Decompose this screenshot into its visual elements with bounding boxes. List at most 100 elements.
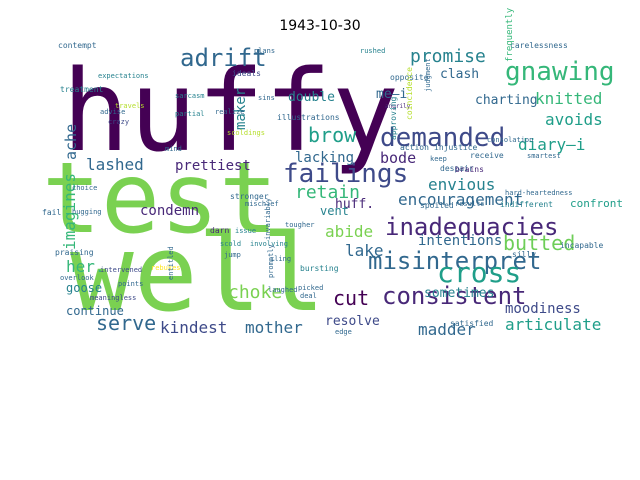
word-test: test xyxy=(42,142,278,256)
word-promptly: promptly xyxy=(267,244,275,278)
word-advise: advise xyxy=(100,108,125,116)
word-carelessness: carelessness xyxy=(510,41,568,50)
word-receive: receive xyxy=(470,151,504,160)
word-brow: brow xyxy=(308,123,357,147)
word-treatment: treatment xyxy=(60,85,104,94)
word-lacking: lacking xyxy=(295,150,354,166)
word-consolation: consolation xyxy=(487,136,533,144)
word-jump: jump xyxy=(224,251,241,259)
word-meaningless: meaningless xyxy=(90,294,136,302)
word-despair: despair xyxy=(440,164,474,173)
word-spoiled: spoiled xyxy=(420,201,454,210)
word-moodiness: moodiness xyxy=(505,301,581,317)
word-results: results xyxy=(455,200,485,208)
word-mischief: mischief xyxy=(245,200,279,208)
word-rushed: rushed xyxy=(360,47,385,55)
word-maker: maker xyxy=(233,88,249,130)
word-partial: partial xyxy=(175,110,205,118)
word-encouragement: encouragement xyxy=(398,190,523,209)
word-sometimes: sometimes xyxy=(424,286,494,301)
word-judgment: judgment xyxy=(424,58,432,92)
word-overlook: overlook xyxy=(60,274,95,282)
word-deal: deal xyxy=(300,292,317,300)
word-huff: huff. xyxy=(335,197,374,212)
word-butted: butted xyxy=(503,231,575,255)
word-imagines: imagines xyxy=(60,173,79,250)
word-confront: confront xyxy=(570,197,623,210)
word-action: action xyxy=(400,143,429,152)
word-clash: clash xyxy=(440,67,479,82)
word-sarcasm: sarcasm xyxy=(175,92,205,100)
word-mind: mind xyxy=(165,145,182,153)
word-approving: approving xyxy=(389,96,398,140)
word-intervened: intervened xyxy=(100,266,142,274)
word-retain: retain xyxy=(295,182,360,203)
word-plans: plans xyxy=(254,47,275,55)
word-coincidence: coincidence xyxy=(405,67,414,120)
word-kindest: kindest xyxy=(160,318,227,337)
word-rebukes: rebukes xyxy=(151,264,181,272)
word-bode: bode xyxy=(380,149,416,167)
word-well: well xyxy=(70,212,325,335)
word-expectations: expectations xyxy=(98,72,149,80)
word-issue: issue xyxy=(235,227,256,235)
word-points: points xyxy=(118,280,143,288)
word-sins: sins xyxy=(258,94,275,102)
word-continue: continue xyxy=(66,304,124,318)
word-crazy: crazy xyxy=(108,118,129,126)
word-praising: praising xyxy=(55,248,94,257)
word-hugging: hugging xyxy=(72,208,102,216)
word-opposite: opposite xyxy=(390,73,429,82)
word-tougher: tougher xyxy=(285,221,315,229)
word-illustrations: illustrations xyxy=(277,113,340,122)
word-cut: cut xyxy=(333,286,369,310)
word-injustice: injustice xyxy=(434,143,478,152)
word-inadequacies: inadequacies xyxy=(385,213,558,241)
word-brains: brains xyxy=(455,165,484,174)
word-hard-heartedness: hard-heartedness xyxy=(505,189,572,197)
word-laughed: laughed xyxy=(268,286,298,294)
word-resolve: resolve xyxy=(325,314,380,329)
word-serve: serve xyxy=(96,311,156,335)
word-huffy: huffy xyxy=(62,47,399,177)
word-realize: realize xyxy=(215,108,245,116)
word-indifferent: indifferent xyxy=(500,200,553,209)
word-entitled: entitled xyxy=(167,246,175,280)
word-prettiest: prettiest xyxy=(175,158,251,174)
word-stronger: stronger xyxy=(230,192,269,201)
word-ache: ache xyxy=(62,124,80,160)
word-condemn: condemn xyxy=(140,203,199,219)
word-lashed: lashed xyxy=(86,155,144,174)
word-her: her. xyxy=(66,257,105,276)
word-picked: picked xyxy=(298,284,323,292)
word-diary-i: diary—i xyxy=(518,135,585,154)
word-invariably: invariably xyxy=(264,198,272,240)
word-demanded: demanded xyxy=(380,123,505,153)
word-consistent: consistent xyxy=(382,282,527,310)
word-vent: vent xyxy=(320,204,349,218)
word-failings: failings xyxy=(283,159,408,189)
word-avoids: avoids xyxy=(545,110,603,129)
word-envious: envious xyxy=(428,175,495,194)
word-satisfied: satisfied xyxy=(450,319,494,328)
word-charting: charting xyxy=(475,93,538,108)
word-smartest: smartest xyxy=(527,152,561,160)
word-cling: cling xyxy=(270,255,291,263)
word-lake: lake xyxy=(345,241,384,260)
word-knitted: knitted xyxy=(535,89,602,108)
word-adrift: adrift xyxy=(180,44,267,72)
chart-title: 1943-10-30 xyxy=(279,18,361,34)
word-articulate: articulate xyxy=(505,315,601,334)
word-keep: keep xyxy=(430,155,447,163)
word-travels: travels xyxy=(115,102,145,110)
word-frequently: frequently xyxy=(505,7,515,62)
word-bursting: bursting xyxy=(300,264,339,273)
word-choice: choice xyxy=(72,184,97,192)
word-involving: involving xyxy=(250,240,288,248)
word-cross: cross xyxy=(437,256,521,289)
word-fail: fail xyxy=(42,208,61,217)
word-madder: madder xyxy=(418,320,476,339)
word-double: double xyxy=(288,90,335,105)
word-gnawing: gnawing xyxy=(505,57,615,87)
